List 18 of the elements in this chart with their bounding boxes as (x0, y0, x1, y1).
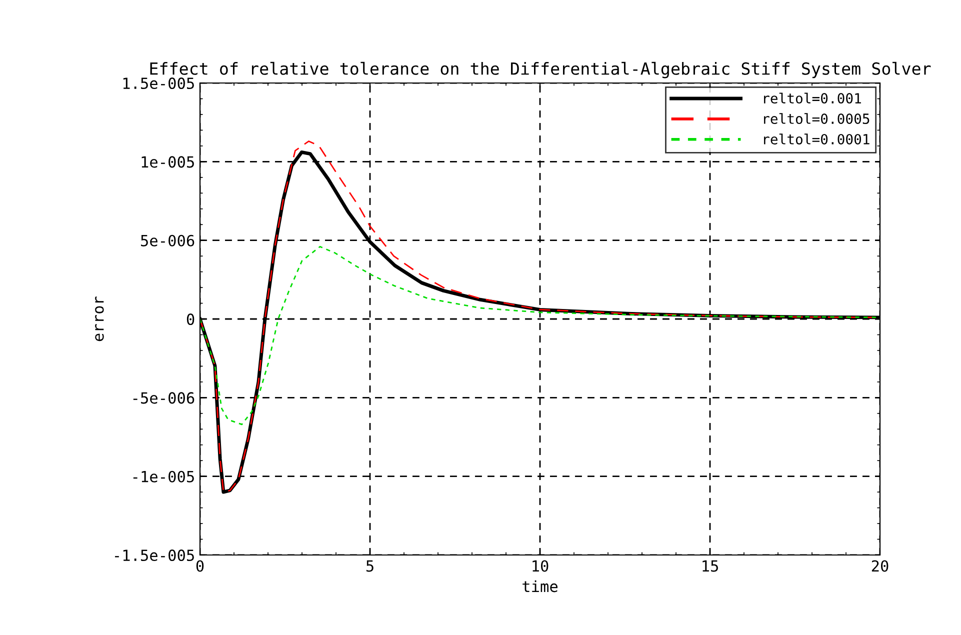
legend-label: reltol=0.001 (764, 92, 861, 104)
y-axis-title: error (95, 296, 104, 342)
y-tick-label: -5e-006 (133, 392, 194, 404)
x-tick-label: 20 (872, 560, 888, 572)
legend-label: reltol=0.0001 (764, 134, 870, 144)
legend-label: reltol=0.0005 (764, 113, 870, 124)
x-axis-title: time (522, 580, 558, 592)
y-tick-label: -1.5e-005 (115, 550, 194, 562)
x-tick-label: 5 (366, 560, 374, 572)
y-tick-label: 0 (186, 314, 194, 326)
x-tick-label: 15 (702, 560, 718, 572)
y-tick-label: -1e-005 (133, 470, 194, 482)
y-tick-label: 5e-006 (141, 234, 194, 246)
y-tick-label: 1.5e-005 (123, 78, 194, 90)
y-tick-label: 1e-005 (142, 156, 194, 168)
x-tick-label: 10 (532, 560, 548, 572)
x-tick-label: 0 (196, 560, 204, 572)
chart-title: Effect of relative tolerance on the Differential-Algebraic Stiff System Solver (150, 62, 931, 78)
